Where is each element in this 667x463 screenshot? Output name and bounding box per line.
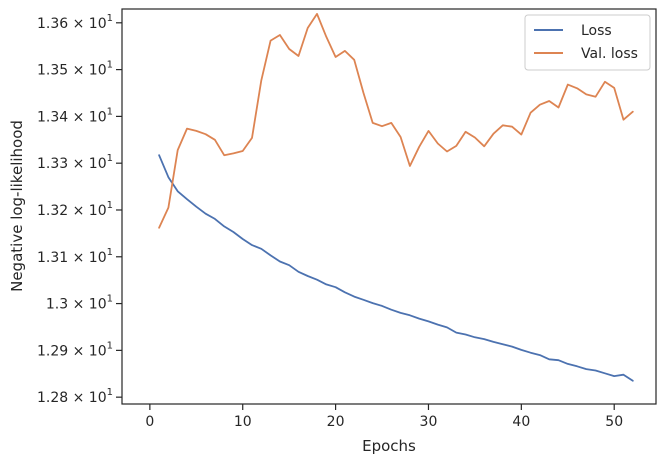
- x-axis-label: Epochs: [362, 437, 416, 455]
- y-tick-sep: ×: [68, 109, 89, 125]
- y-tick-label: 1.33 × 101: [37, 153, 113, 172]
- y-tick-sep: ×: [68, 63, 89, 79]
- y-tick-sep: ×: [68, 156, 89, 172]
- y-tick-mantissa: 1.28: [37, 390, 68, 406]
- y-tick-exp: 1: [107, 200, 113, 211]
- y-tick-exp: 1: [107, 106, 113, 117]
- y-tick-base: 10: [89, 16, 107, 32]
- y-tick-label: 1.29 × 101: [37, 340, 113, 359]
- y-tick-sep: ×: [68, 250, 89, 266]
- y-tick-mantissa: 1.34: [37, 109, 68, 125]
- x-tick-label: 0: [145, 414, 154, 430]
- x-axis-ticks: 0 10 20 30 40 50: [145, 404, 623, 430]
- x-tick-label: 40: [512, 414, 530, 430]
- y-tick-label: 1.3 × 101: [46, 294, 113, 313]
- y-tick-base: 10: [89, 390, 107, 406]
- x-tick-label: 20: [327, 414, 345, 430]
- y-tick-mantissa: 1.32: [37, 203, 68, 219]
- y-tick-label: 1.31 × 101: [37, 247, 113, 266]
- y-tick-mantissa: 1.31: [37, 250, 68, 266]
- y-tick-base: 10: [89, 63, 107, 79]
- y-tick-mantissa: 1.33: [37, 156, 68, 172]
- y-tick-base: 10: [89, 250, 107, 266]
- y-tick-exp: 1: [107, 340, 113, 351]
- y-tick-label: 1.28 × 101: [37, 387, 113, 406]
- y-tick-mantissa: 1.35: [37, 63, 68, 79]
- y-tick-base: 10: [89, 297, 107, 313]
- x-tick-label: 10: [234, 414, 252, 430]
- y-tick-sep: ×: [68, 390, 89, 406]
- y-tick-mantissa: 1.3: [46, 297, 68, 313]
- y-tick-label: 1.32 × 101: [37, 200, 113, 219]
- legend-box: [524, 14, 651, 71]
- y-tick-sep: ×: [68, 203, 89, 219]
- y-tick-base: 10: [89, 109, 107, 125]
- y-tick-base: 10: [89, 156, 107, 172]
- y-tick-exp: 1: [107, 153, 113, 164]
- y-tick-exp: 1: [107, 294, 113, 305]
- series-lines: [158, 13, 634, 382]
- y-tick-label: 1.34 × 101: [37, 106, 113, 125]
- y-tick-sep: ×: [68, 16, 89, 32]
- y-tick-base: 10: [89, 203, 107, 219]
- y-axis-label: Negative log-likelihood: [8, 120, 26, 292]
- y-tick-sep: ×: [68, 297, 89, 313]
- y-tick-mantissa: 1.29: [37, 343, 68, 359]
- y-tick-label: 1.35 × 101: [37, 60, 113, 79]
- legend: Loss Val. loss: [524, 14, 651, 71]
- y-tick-exp: 1: [107, 13, 113, 24]
- y-tick-mantissa: 1.36: [37, 16, 68, 32]
- y-tick-exp: 1: [107, 247, 113, 258]
- series-line-loss: [158, 154, 634, 382]
- y-tick-exp: 1: [107, 387, 113, 398]
- plot-frame: [121, 8, 657, 405]
- y-tick-exp: 1: [107, 60, 113, 71]
- series-line-val-loss: [158, 13, 634, 229]
- legend-label-loss: Loss: [581, 23, 612, 39]
- y-tick-base: 10: [89, 343, 107, 359]
- y-tick-sep: ×: [68, 343, 89, 359]
- x-tick-label: 50: [605, 414, 623, 430]
- legend-label-val-loss: Val. loss: [581, 46, 638, 62]
- x-tick-label: 30: [420, 414, 438, 430]
- y-tick-label: 1.36 × 101: [37, 13, 113, 32]
